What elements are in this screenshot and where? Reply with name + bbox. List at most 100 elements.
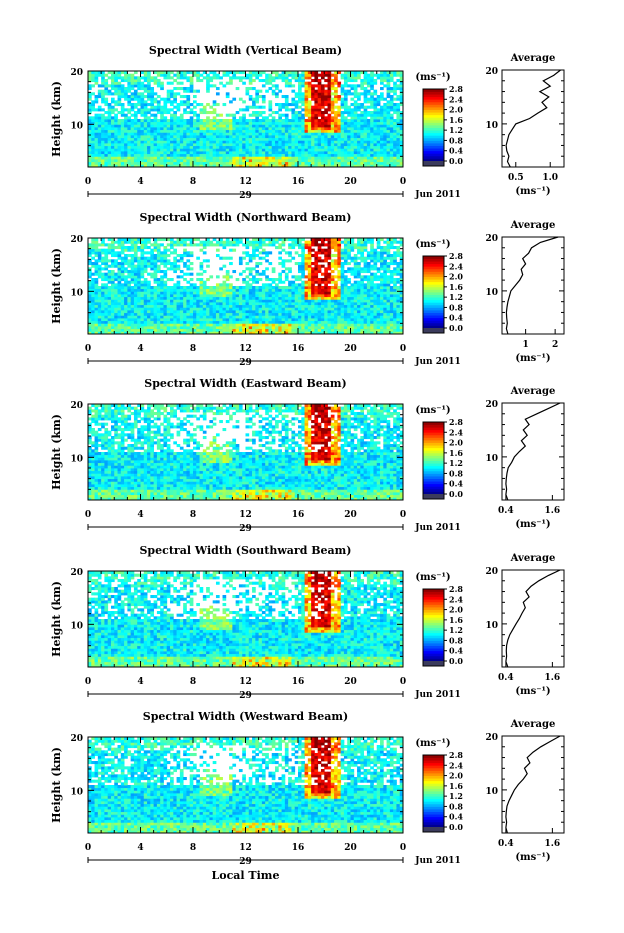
heat-cell <box>364 100 368 103</box>
heat-cell <box>157 323 161 326</box>
heat-cell <box>98 318 102 321</box>
heat-cell <box>285 267 289 270</box>
heat-cell <box>177 132 181 135</box>
heat-cell <box>200 289 204 292</box>
heat-cell <box>318 289 322 292</box>
heat-cell <box>108 246 112 249</box>
heat-cell <box>255 124 259 127</box>
heat-cell <box>301 138 305 141</box>
heat-cell <box>160 291 164 294</box>
heat-cell <box>223 286 227 289</box>
heat-cell <box>232 243 236 246</box>
heat-cell <box>121 146 125 149</box>
heat-cell <box>278 154 282 157</box>
heat-cell <box>298 116 302 119</box>
heat-cell <box>127 127 131 130</box>
heat-cell <box>98 321 102 324</box>
heat-cell <box>265 151 269 154</box>
heat-cell <box>95 305 99 308</box>
heat-cell <box>393 74 397 77</box>
heat-cell <box>88 116 92 119</box>
heat-cell <box>160 281 164 284</box>
heat-cell <box>347 146 351 149</box>
heat-cell <box>295 307 299 310</box>
heat-cell <box>190 302 194 305</box>
heat-cell <box>219 162 223 165</box>
heat-cell <box>291 122 295 125</box>
heat-cell <box>236 146 240 149</box>
heat-cell <box>242 143 246 146</box>
heat-cell <box>252 124 256 127</box>
heat-cell <box>91 135 95 138</box>
heat-cell <box>141 297 145 300</box>
heat-cell <box>255 313 259 316</box>
heat-cell <box>144 286 148 289</box>
heat-cell <box>141 267 145 270</box>
heat-cell <box>118 154 122 157</box>
heat-cell <box>272 148 276 151</box>
heat-cell <box>203 251 207 254</box>
heat-cell <box>314 76 318 79</box>
heat-cell <box>141 119 145 122</box>
heat-cell <box>111 143 115 146</box>
heat-cell <box>291 318 295 321</box>
heat-cell <box>206 111 210 114</box>
heat-cell <box>305 291 309 294</box>
heat-cell <box>351 84 355 87</box>
heat-cell <box>246 132 250 135</box>
heat-cell <box>206 79 210 82</box>
heat-cell <box>288 291 292 294</box>
heat-cell <box>173 289 177 292</box>
heat-cell <box>196 286 200 289</box>
heat-cell <box>147 286 151 289</box>
heat-cell <box>88 162 92 165</box>
heat-cell <box>124 92 128 95</box>
heat-cell <box>249 270 253 273</box>
heat-cell <box>98 114 102 117</box>
heat-cell <box>186 305 190 308</box>
heat-cell <box>108 146 112 149</box>
heat-cell <box>108 114 112 117</box>
heat-cell <box>157 299 161 302</box>
heat-cell <box>186 321 190 324</box>
heat-cell <box>150 291 154 294</box>
heat-cell <box>387 148 391 151</box>
heat-cell <box>154 243 158 246</box>
heat-cell <box>318 130 322 133</box>
heat-cell <box>163 294 167 297</box>
heat-cell <box>308 154 312 157</box>
heat-cell <box>177 267 181 270</box>
heat-cell <box>104 74 108 77</box>
heat-cell <box>291 323 295 326</box>
heat-cell <box>308 124 312 127</box>
heat-cell <box>282 313 286 316</box>
heat-cell <box>288 313 292 316</box>
heat-cell <box>91 241 95 244</box>
heat-cell <box>383 103 387 106</box>
heat-cell <box>150 130 154 133</box>
heat-cell <box>298 262 302 265</box>
heat-cell <box>226 143 230 146</box>
heat-cell <box>163 323 167 326</box>
heat-cell <box>186 130 190 133</box>
heat-cell <box>239 138 243 141</box>
heat-cell <box>278 305 282 308</box>
heat-cell <box>301 151 305 154</box>
heat-cell <box>268 100 272 103</box>
heat-cell <box>308 299 312 302</box>
heat-cell <box>144 162 148 165</box>
heat-cell <box>301 76 305 79</box>
heat-cell <box>121 84 125 87</box>
heat-cell <box>311 90 315 93</box>
heat-cell <box>186 122 190 125</box>
heat-cell <box>272 151 276 154</box>
heat-cell <box>167 286 171 289</box>
heat-cell <box>98 275 102 278</box>
heat-cell <box>229 299 233 302</box>
heat-cell <box>108 270 112 273</box>
heat-cell <box>291 98 295 101</box>
heat-cell <box>268 74 272 77</box>
heat-cell <box>114 265 118 268</box>
heat-cell <box>213 243 217 246</box>
heat-cell <box>203 246 207 249</box>
